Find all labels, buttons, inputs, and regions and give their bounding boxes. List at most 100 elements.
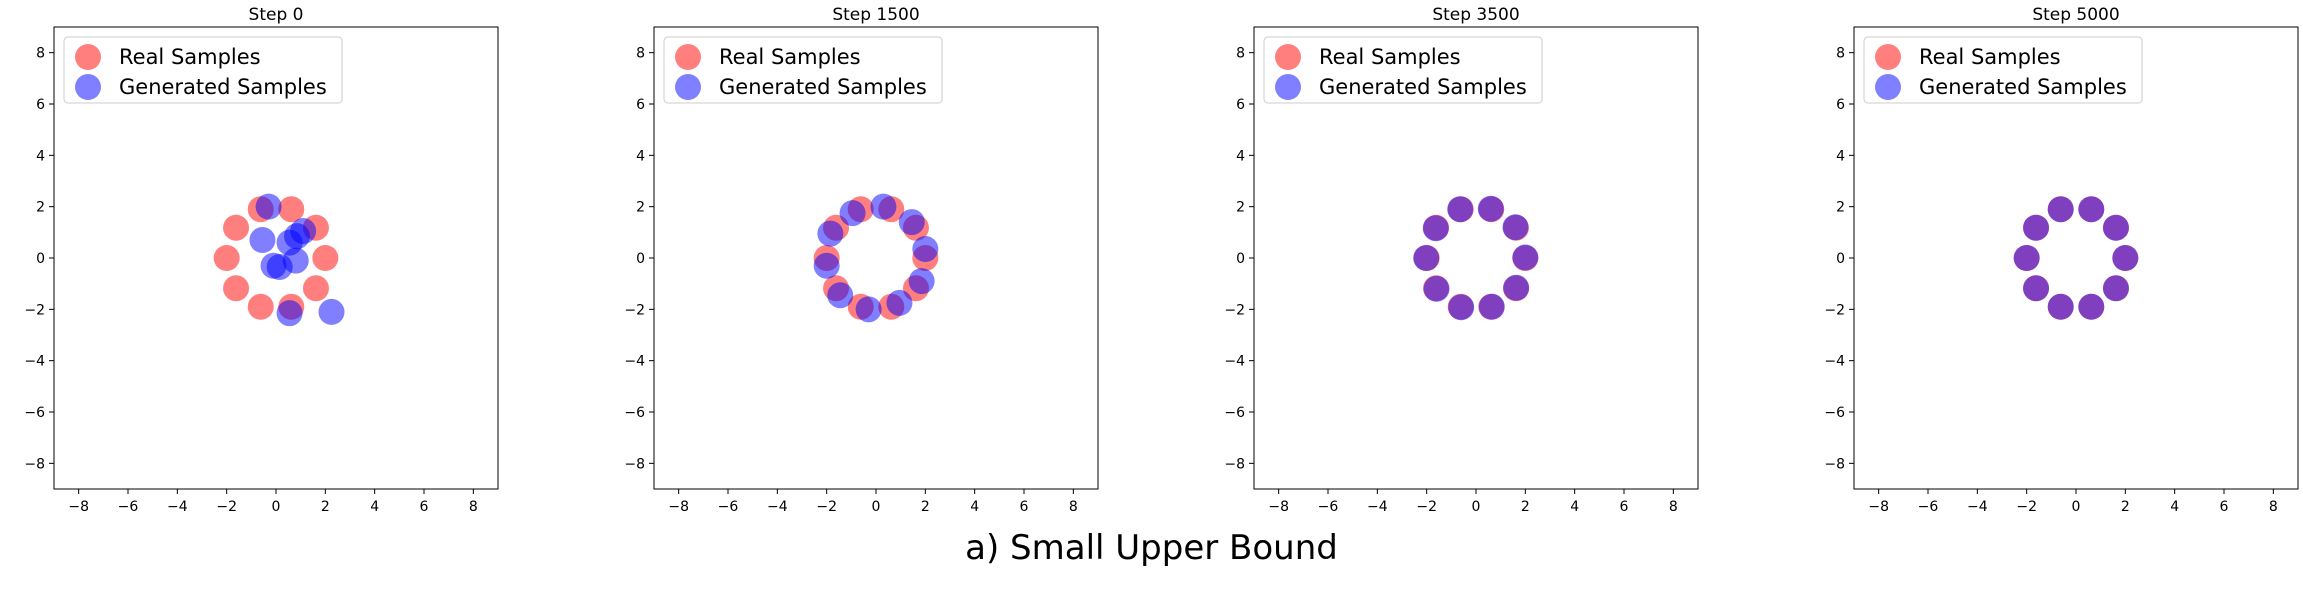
- y-tick-label: 8: [36, 46, 45, 62]
- y-tick-label: 2: [636, 200, 645, 216]
- legend-box: [1863, 36, 2143, 104]
- generated-sample-point: [2112, 245, 2139, 271]
- generated-sample-point: [886, 289, 913, 316]
- y-tick-label: 4: [1236, 148, 1245, 164]
- x-tick-label: −6: [118, 499, 139, 515]
- generated-sample-point: [2013, 245, 2040, 271]
- generated-sample-point: [249, 227, 276, 254]
- y-tick-label: −6: [24, 405, 45, 421]
- subplot-title: Step 1500: [832, 5, 919, 25]
- x-tick-label: 0: [272, 499, 281, 515]
- y-tick-label: −4: [24, 354, 45, 370]
- generated-sample-point: [266, 253, 293, 280]
- real-sample-point: [302, 275, 329, 302]
- x-tick-label: 2: [2121, 499, 2130, 515]
- y-tick-label: 6: [36, 97, 45, 113]
- generated-sample-point: [1422, 215, 1449, 242]
- generated-sample-point: [2023, 275, 2050, 302]
- legend-marker-generated: [675, 74, 701, 100]
- x-tick-label: −2: [216, 499, 237, 515]
- y-tick-label: −2: [24, 302, 45, 318]
- generated-sample-point: [908, 268, 935, 295]
- generated-sample-point: [1478, 293, 1505, 320]
- generated-sample-point: [855, 296, 882, 323]
- legend-label-generated: Generated Samples: [719, 75, 927, 99]
- real-sample-point: [278, 196, 305, 223]
- x-tick-label: −4: [767, 499, 788, 515]
- legend-box: [63, 36, 343, 104]
- y-tick-label: −6: [1224, 405, 1245, 421]
- generated-sample-point: [1448, 294, 1475, 321]
- x-tick-label: 0: [872, 499, 881, 515]
- x-tick-label: 0: [1472, 499, 1481, 515]
- real-sample-point: [213, 245, 240, 271]
- generated-sample-point: [2023, 214, 2050, 241]
- x-tick-label: −4: [167, 499, 188, 515]
- real-sample-point: [312, 245, 339, 271]
- generated-sample-point: [813, 252, 840, 279]
- y-tick-label: −6: [1824, 405, 1845, 421]
- x-tick-label: −6: [1318, 499, 1339, 515]
- y-tick-label: 8: [636, 46, 645, 62]
- generated-sample-point: [827, 282, 854, 309]
- generated-sample-point: [255, 193, 282, 220]
- y-tick-label: 4: [1836, 148, 1845, 164]
- generated-sample-point: [1512, 244, 1539, 271]
- subplot-4: Step 5000 −8 −6 −4 −2 0 2 4 6 8 −8 −6 −4 −2 0 2 4 6 8 Real …: [1824, 5, 2299, 515]
- series-generated: [2013, 196, 2139, 320]
- generated-sample-point: [2078, 196, 2105, 223]
- y-tick-label: −6: [624, 405, 645, 421]
- generated-sample-point: [1503, 274, 1530, 301]
- y-tick-label: 2: [36, 200, 45, 216]
- y-tick-label: −2: [1824, 302, 1845, 318]
- legend-box: [663, 36, 943, 104]
- y-tick-label: 2: [1236, 200, 1245, 216]
- y-tick-label: −8: [24, 456, 45, 472]
- x-tick-label: 4: [370, 499, 379, 515]
- x-tick-label: 8: [1069, 499, 1078, 515]
- generated-sample-point: [2102, 214, 2129, 241]
- generated-sample-point: [2102, 275, 2129, 302]
- legend: Real Samples Generated Samples: [1263, 36, 1543, 104]
- legend-marker-real: [75, 44, 101, 70]
- generated-sample-point: [318, 298, 345, 325]
- legend: Real Samples Generated Samples: [663, 36, 943, 104]
- generated-sample-point: [1477, 195, 1504, 222]
- x-tick-label: −4: [1967, 499, 1988, 515]
- x-tick-label: 6: [1020, 499, 1029, 515]
- x-tick-label: −8: [1868, 499, 1889, 515]
- series-generated: [1413, 195, 1539, 321]
- y-tick-label: 0: [1836, 251, 1845, 267]
- x-tick-label: 2: [321, 499, 330, 515]
- subplot-1: Step 0 −8 −6 −4 −2 0 2 4 6 8 −8 −6 −4 −2 0 2 4 6 8 Real Sam…: [24, 5, 499, 515]
- legend-label-generated: Generated Samples: [1919, 75, 2127, 99]
- legend: Real Samples Generated Samples: [1863, 36, 2143, 104]
- y-tick-label: −8: [1824, 456, 1845, 472]
- x-tick-label: 2: [921, 499, 930, 515]
- legend-label-real: Real Samples: [1919, 45, 2061, 69]
- y-tick-label: 6: [1236, 97, 1245, 113]
- x-tick-label: 2: [1521, 499, 1530, 515]
- generated-sample-point: [839, 200, 866, 227]
- legend-marker-real: [1875, 44, 1901, 70]
- y-tick-label: −8: [1224, 456, 1245, 472]
- subplot-3: Step 3500 −8 −6 −4 −2 0 2 4 6 8 −8 −6 −4 −2 0 2 4 6 8 Real …: [1224, 5, 1699, 515]
- y-tick-label: 4: [36, 148, 45, 164]
- x-tick-label: 0: [2072, 499, 2081, 515]
- real-sample-point: [223, 214, 250, 241]
- generated-sample-point: [870, 193, 897, 220]
- generated-sample-point: [2047, 293, 2074, 320]
- legend-label-real: Real Samples: [719, 45, 861, 69]
- x-tick-label: −8: [668, 499, 689, 515]
- x-tick-label: 6: [2220, 499, 2229, 515]
- legend-marker-real: [675, 44, 701, 70]
- x-tick-label: 4: [970, 499, 979, 515]
- y-tick-label: 6: [636, 97, 645, 113]
- y-tick-label: −4: [624, 354, 645, 370]
- generated-sample-point: [290, 218, 317, 245]
- x-tick-label: 8: [1669, 499, 1678, 515]
- legend-box: [1263, 36, 1543, 104]
- x-tick-label: −8: [1268, 499, 1289, 515]
- y-tick-label: −8: [624, 456, 645, 472]
